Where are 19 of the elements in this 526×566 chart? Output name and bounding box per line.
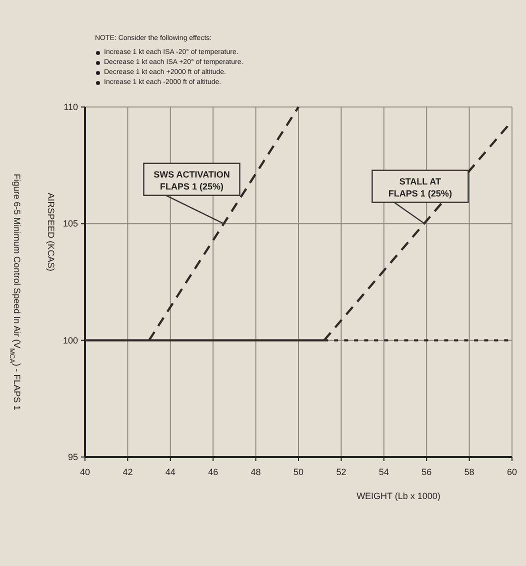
x-tick-label: 40 [80,467,90,477]
x-tick-label: 50 [293,467,304,477]
y-tick-label: 105 [62,218,78,229]
x-tick-label: 60 [506,467,518,477]
annotation: STALL AT FLAPS 1 (25%) [388,176,452,198]
y-tick-label: 100 [62,335,78,346]
y-axis-title: AIRSPEED (KCAS) [46,192,56,272]
annotation: SWS ACTIVATION FLAPS 1 (25%) [154,169,230,192]
x-tick-label: 46 [208,467,218,477]
x-tick-label: 48 [250,467,261,477]
x-tick-label: 54 [378,467,389,477]
x-tick-label: 52 [336,467,346,477]
y-tick-label: 95 [68,452,78,462]
x-axis-title: WEIGHT (Lb x 1000) [356,491,440,501]
x-tick-label: 58 [464,467,474,477]
y-tick-label: 110 [64,102,78,112]
x-tick-label: 56 [422,467,432,477]
x-tick-label: 44 [165,467,176,477]
x-tick-label: 42 [122,467,133,477]
